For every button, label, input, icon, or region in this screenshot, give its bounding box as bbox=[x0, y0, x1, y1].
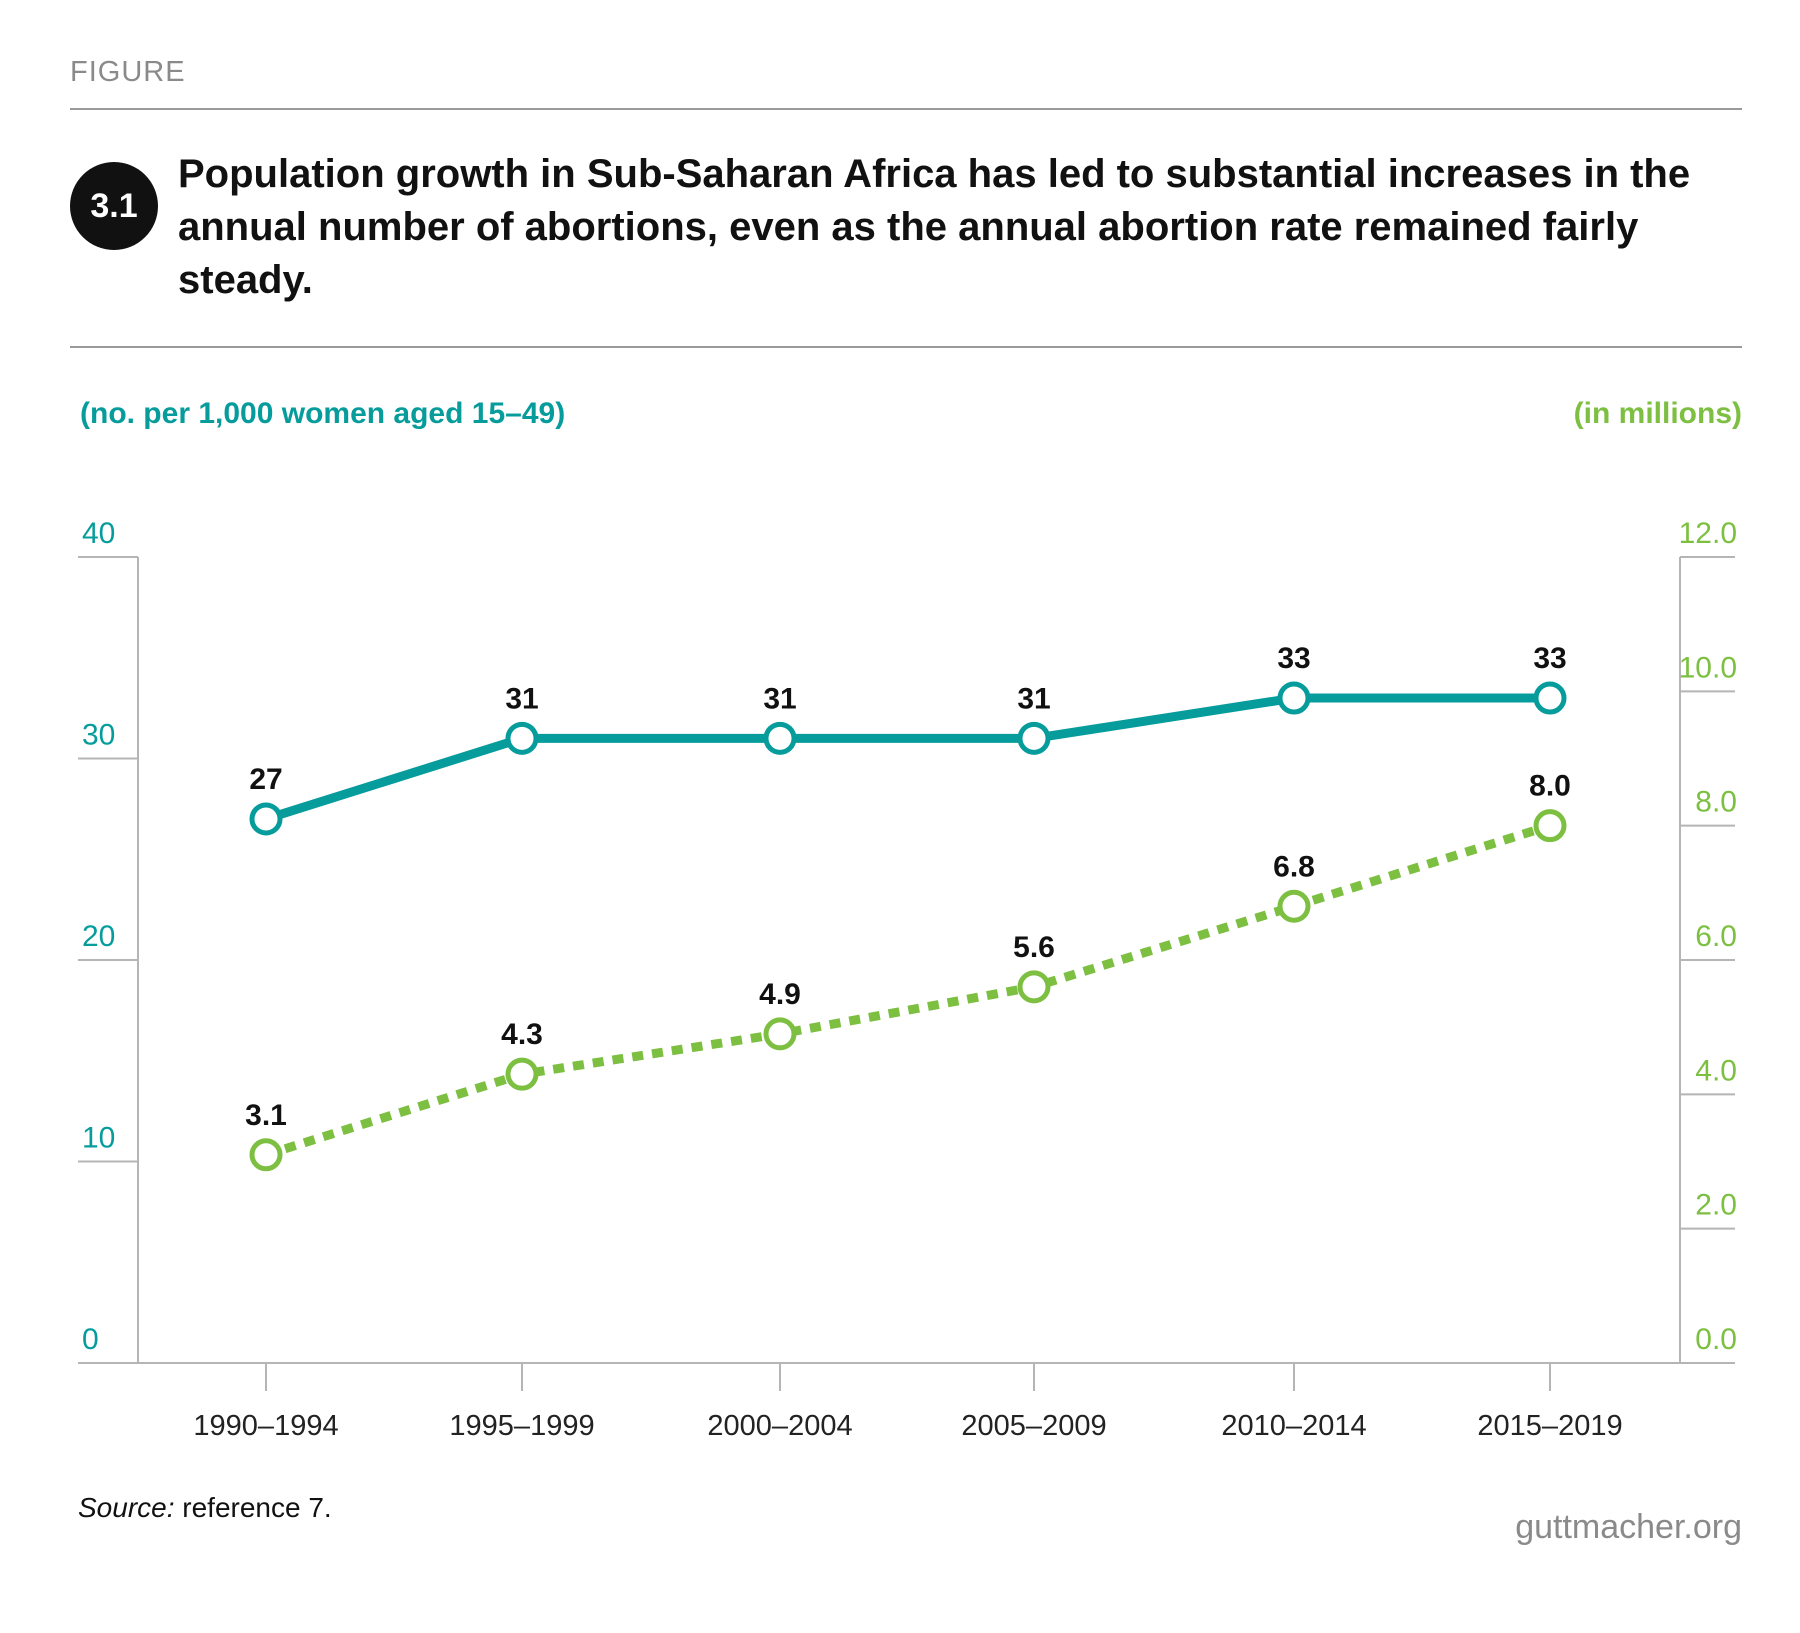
right-tick-label: 8.0 bbox=[1695, 786, 1737, 819]
right-tick-label: 0.0 bbox=[1695, 1323, 1737, 1356]
count-point bbox=[1277, 889, 1311, 923]
count-data-label: 6.8 bbox=[1273, 850, 1315, 883]
rate-point bbox=[1017, 721, 1051, 755]
rate-data-label: 27 bbox=[249, 763, 282, 796]
count-data-label: 5.6 bbox=[1013, 931, 1055, 964]
x-tick-label: 1990–1994 bbox=[193, 1410, 338, 1442]
series-abortion-rate bbox=[249, 681, 1567, 836]
count-point bbox=[1533, 809, 1567, 843]
source-note: Source: reference 7. bbox=[78, 1492, 332, 1524]
left-tick-label: 0 bbox=[82, 1323, 99, 1356]
series-number-of-abortions bbox=[249, 809, 1567, 1172]
dual-axis-line-chart: 0102030400.02.04.06.08.010.012.0Abortion… bbox=[78, 400, 1742, 1442]
count-point bbox=[249, 1138, 283, 1172]
x-tick-label: 2000–2004 bbox=[707, 1410, 852, 1442]
rate-data-label: 33 bbox=[1533, 642, 1566, 675]
figure-number-badge: 3.1 bbox=[70, 162, 158, 250]
rate-data-label: 31 bbox=[1017, 682, 1050, 715]
left-axis-title-line2: (no. per 1,000 women aged 15–49) bbox=[80, 400, 565, 430]
left-tick-label: 30 bbox=[82, 719, 115, 752]
chart-labels: 27 31 31 31 33 33 3.1 4.3 4.9 5.6 6.8 8.0 bbox=[245, 642, 1571, 1132]
rate-data-label: 31 bbox=[505, 682, 538, 715]
count-data-label: 4.3 bbox=[501, 1018, 543, 1051]
right-tick-label: 10.0 bbox=[1679, 651, 1737, 684]
x-tick-label: 2005–2009 bbox=[961, 1410, 1106, 1442]
rate-data-label: 33 bbox=[1277, 642, 1310, 675]
count-point bbox=[1017, 970, 1051, 1004]
figure-title: Population growth in Sub-Saharan Africa … bbox=[178, 152, 1691, 302]
title-divider bbox=[70, 346, 1742, 348]
x-tick-label: 1995–1999 bbox=[449, 1410, 594, 1442]
right-tick-label: 2.0 bbox=[1695, 1189, 1737, 1222]
right-tick-label: 6.0 bbox=[1695, 920, 1737, 953]
chart-axes: 0102030400.02.04.06.08.010.012.0Abortion… bbox=[78, 400, 1742, 1442]
count-data-label: 4.9 bbox=[759, 978, 801, 1011]
top-divider bbox=[70, 108, 1742, 110]
rate-point bbox=[249, 802, 283, 836]
right-axis-title-line2: (in millions) bbox=[1574, 400, 1742, 430]
count-point bbox=[505, 1057, 539, 1091]
rate-point bbox=[763, 721, 797, 755]
rate-data-label: 31 bbox=[763, 682, 796, 715]
right-tick-label: 4.0 bbox=[1695, 1054, 1737, 1087]
left-tick-label: 40 bbox=[82, 517, 115, 550]
site-credit: guttmacher.org bbox=[1515, 1508, 1742, 1546]
x-tick-label: 2015–2019 bbox=[1477, 1410, 1622, 1442]
count-line bbox=[264, 821, 1552, 1160]
figure-kicker: FIGURE bbox=[70, 56, 186, 88]
source-text: reference 7. bbox=[174, 1492, 332, 1523]
source-label: Source: bbox=[78, 1492, 175, 1523]
rate-point bbox=[1277, 681, 1311, 715]
left-tick-label: 20 bbox=[82, 920, 115, 953]
rate-point bbox=[1533, 681, 1567, 715]
count-data-label: 8.0 bbox=[1529, 770, 1571, 803]
x-tick-label: 2010–2014 bbox=[1221, 1410, 1366, 1442]
rate-line bbox=[264, 693, 1550, 824]
left-tick-label: 10 bbox=[82, 1122, 115, 1155]
count-data-label: 3.1 bbox=[245, 1099, 287, 1132]
count-point bbox=[763, 1017, 797, 1051]
rate-point bbox=[505, 721, 539, 755]
right-tick-label: 12.0 bbox=[1679, 517, 1737, 550]
